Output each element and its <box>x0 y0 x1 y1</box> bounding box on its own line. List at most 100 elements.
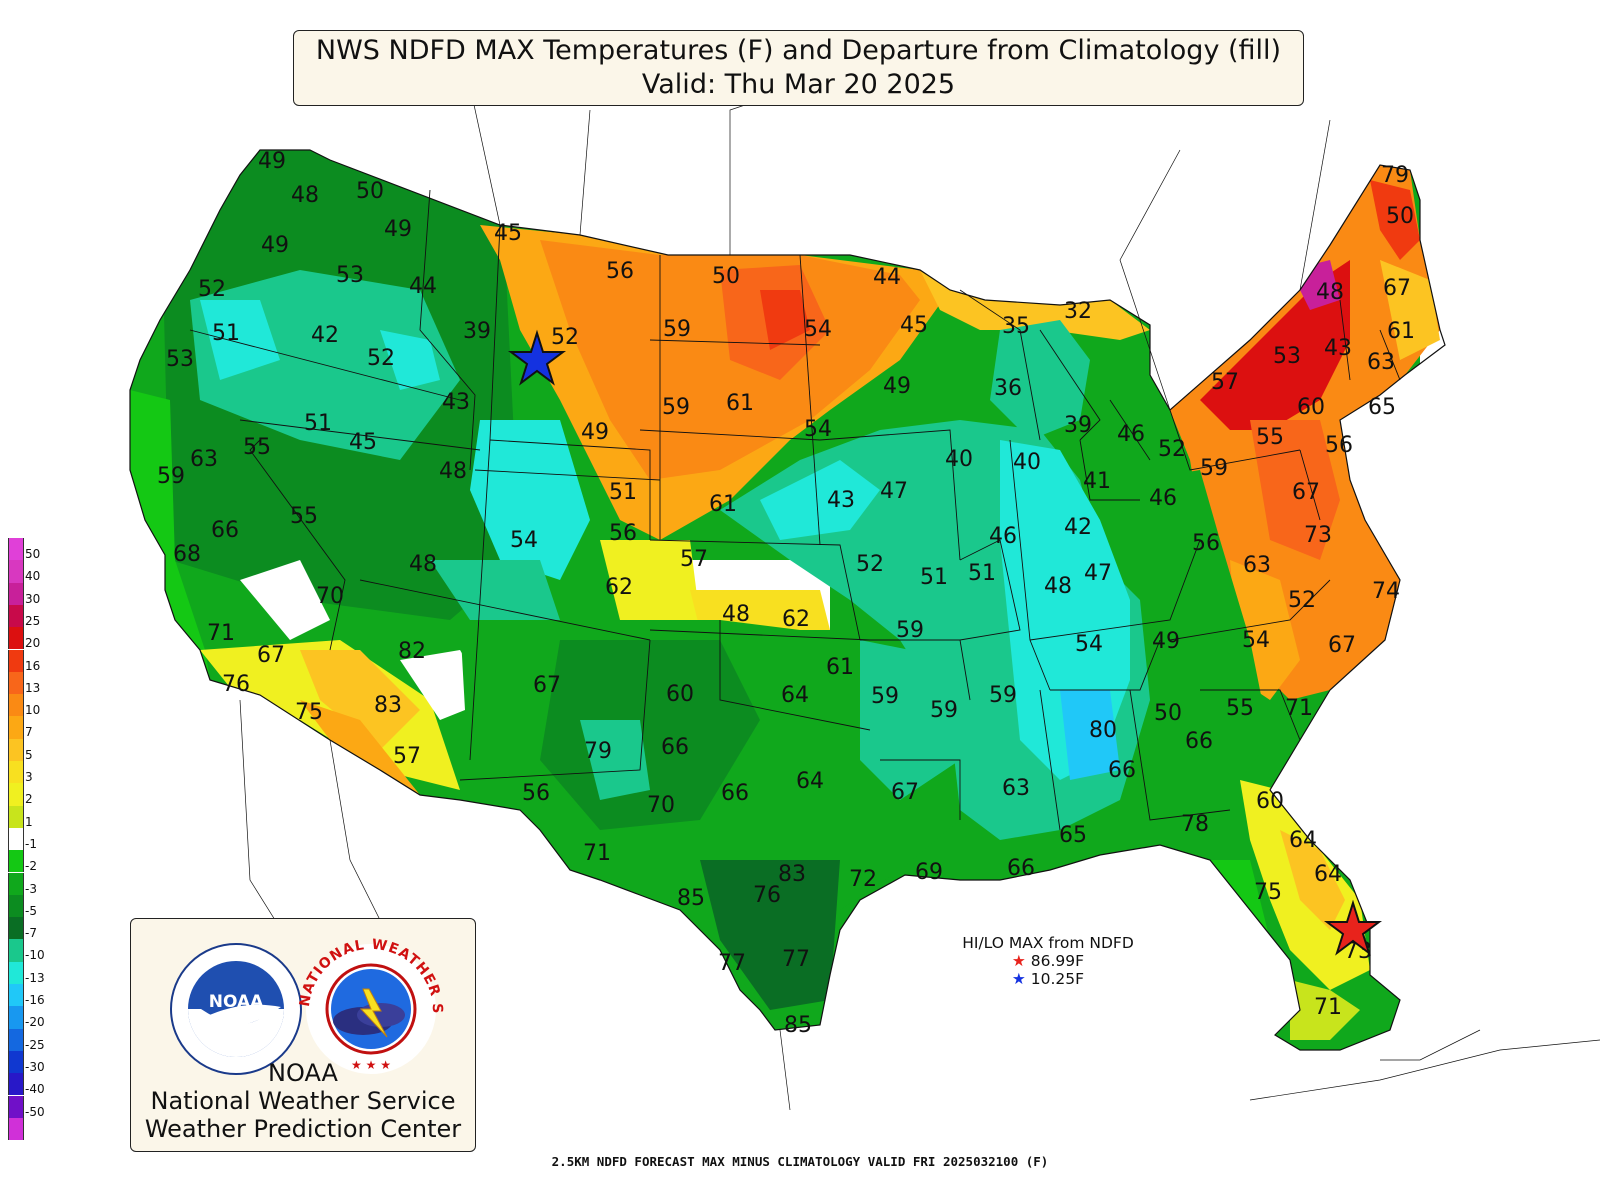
temperature-label: 55 <box>1226 696 1254 721</box>
legend-swatch <box>8 872 24 895</box>
temperature-label: 54 <box>1242 628 1270 653</box>
temperature-label: 56 <box>1325 433 1353 458</box>
temperature-label: 71 <box>1314 995 1342 1020</box>
temperature-label: 57 <box>680 547 708 572</box>
temperature-label: 75 <box>295 700 323 725</box>
temperature-label: 82 <box>398 639 426 664</box>
temperature-label: 71 <box>1285 696 1313 721</box>
temperature-label: 59 <box>871 684 899 709</box>
temperature-label: 49 <box>581 420 609 445</box>
temperature-label: 48 <box>409 552 437 577</box>
legend-label: -25 <box>25 1037 45 1052</box>
map-title: NWS NDFD MAX Temperatures (F) and Depart… <box>293 30 1304 106</box>
legend-label: -1 <box>25 836 37 851</box>
legend-label: 25 <box>25 613 41 628</box>
temperature-label: 50 <box>712 264 740 289</box>
temperature-label: 39 <box>463 319 491 344</box>
temperature-label: 59 <box>157 464 185 489</box>
agency-seals: NOAA NATIONAL WEATHER SERVICE ★ ★ ★ <box>131 929 444 1075</box>
temperature-label: 43 <box>1324 336 1352 361</box>
temperature-label: 62 <box>605 575 633 600</box>
temperature-label: 54 <box>510 528 538 553</box>
legend-swatch <box>8 716 24 739</box>
svg-text:NOAA: NOAA <box>209 992 264 1012</box>
temperature-label: 85 <box>784 1013 812 1038</box>
legend-label: 20 <box>25 636 41 651</box>
legend-swatch <box>8 1117 24 1141</box>
temperature-label: 32 <box>1064 299 1092 324</box>
temperature-label: 55 <box>1256 425 1284 450</box>
temperature-label: 61 <box>1387 319 1415 344</box>
temperature-label: 46 <box>1149 486 1177 511</box>
legend-label: 10 <box>25 703 41 718</box>
temperature-label: 45 <box>349 430 377 455</box>
max-high-star-icon <box>1324 899 1382 956</box>
legend-label: 50 <box>25 547 41 561</box>
temperature-label: 66 <box>721 781 749 806</box>
legend-swatch <box>8 917 24 940</box>
temperature-label: 46 <box>1117 422 1145 447</box>
temperature-label: 67 <box>533 673 561 698</box>
temperature-label: 48 <box>291 183 319 208</box>
temperature-label: 40 <box>945 447 973 472</box>
legend-swatch <box>8 560 24 583</box>
temperature-label: 51 <box>920 565 948 590</box>
title-line1: NWS NDFD MAX Temperatures (F) and Depart… <box>315 35 1282 66</box>
temperature-label: 47 <box>880 479 908 504</box>
temperature-label: 72 <box>849 867 877 892</box>
temperature-label: 52 <box>367 346 395 371</box>
legend-label: 2 <box>25 792 33 807</box>
hilo-title: HI/LO MAX from NDFD <box>962 934 1134 952</box>
legend-swatch <box>8 961 24 984</box>
legend-swatch <box>8 604 24 628</box>
legend-label: 16 <box>25 658 41 673</box>
temperature-label: 66 <box>1185 729 1213 754</box>
legend-swatch <box>8 894 24 918</box>
temperature-label: 77 <box>718 951 746 976</box>
legend-label: 40 <box>25 569 41 584</box>
temperature-label: 54 <box>1075 632 1103 657</box>
temperature-label: 43 <box>442 390 470 415</box>
temperature-label: 85 <box>677 886 705 911</box>
legend-swatch <box>8 783 24 806</box>
temperature-label: 52 <box>856 552 884 577</box>
legend-swatch <box>8 805 24 828</box>
temperature-label: 61 <box>709 492 737 517</box>
temperature-label: 49 <box>261 233 289 258</box>
temperature-label: 83 <box>778 862 806 887</box>
legend-label: -10 <box>25 948 45 963</box>
temperature-label: 54 <box>804 317 832 342</box>
temperature-label: 62 <box>782 607 810 632</box>
logo-line-wpc: Weather Prediction Center <box>144 1115 462 1143</box>
noaa-logo-icon: NOAA <box>170 943 302 1075</box>
temperature-label: 48 <box>1044 574 1072 599</box>
temperature-label: 50 <box>1386 204 1414 229</box>
legend-label: -3 <box>25 881 37 896</box>
temperature-label: 59 <box>930 698 958 723</box>
temperature-label: 75 <box>1254 880 1282 905</box>
legend-swatch <box>8 627 24 650</box>
temperature-label: 41 <box>1083 469 1111 494</box>
logo-panel: NOAA NATIONAL WEATHER SERVICE ★ ★ ★ NOAA… <box>130 918 476 1152</box>
temperature-label: 79 <box>1381 163 1409 188</box>
temperature-label: 64 <box>796 769 824 794</box>
temperature-label: 50 <box>1154 701 1182 726</box>
temperature-label: 63 <box>1367 350 1395 375</box>
title-line2: Valid: Thu Mar 20 2025 <box>641 69 956 100</box>
legend-swatch <box>8 582 24 605</box>
temperature-label: 47 <box>1084 561 1112 586</box>
temperature-label: 56 <box>609 521 637 546</box>
temperature-label: 63 <box>1002 776 1030 801</box>
legend-label: -5 <box>25 903 37 918</box>
temperature-label: 83 <box>374 693 402 718</box>
legend-swatch <box>8 1095 24 1118</box>
temperature-label: 71 <box>583 841 611 866</box>
legend-label: -30 <box>25 1059 45 1074</box>
temperature-label: 51 <box>968 561 996 586</box>
temperature-label: 76 <box>222 672 250 697</box>
legend-swatch <box>8 1028 24 1051</box>
temperature-label: 43 <box>827 488 855 513</box>
temperature-label: 50 <box>356 179 384 204</box>
temperature-label: 48 <box>439 459 467 484</box>
